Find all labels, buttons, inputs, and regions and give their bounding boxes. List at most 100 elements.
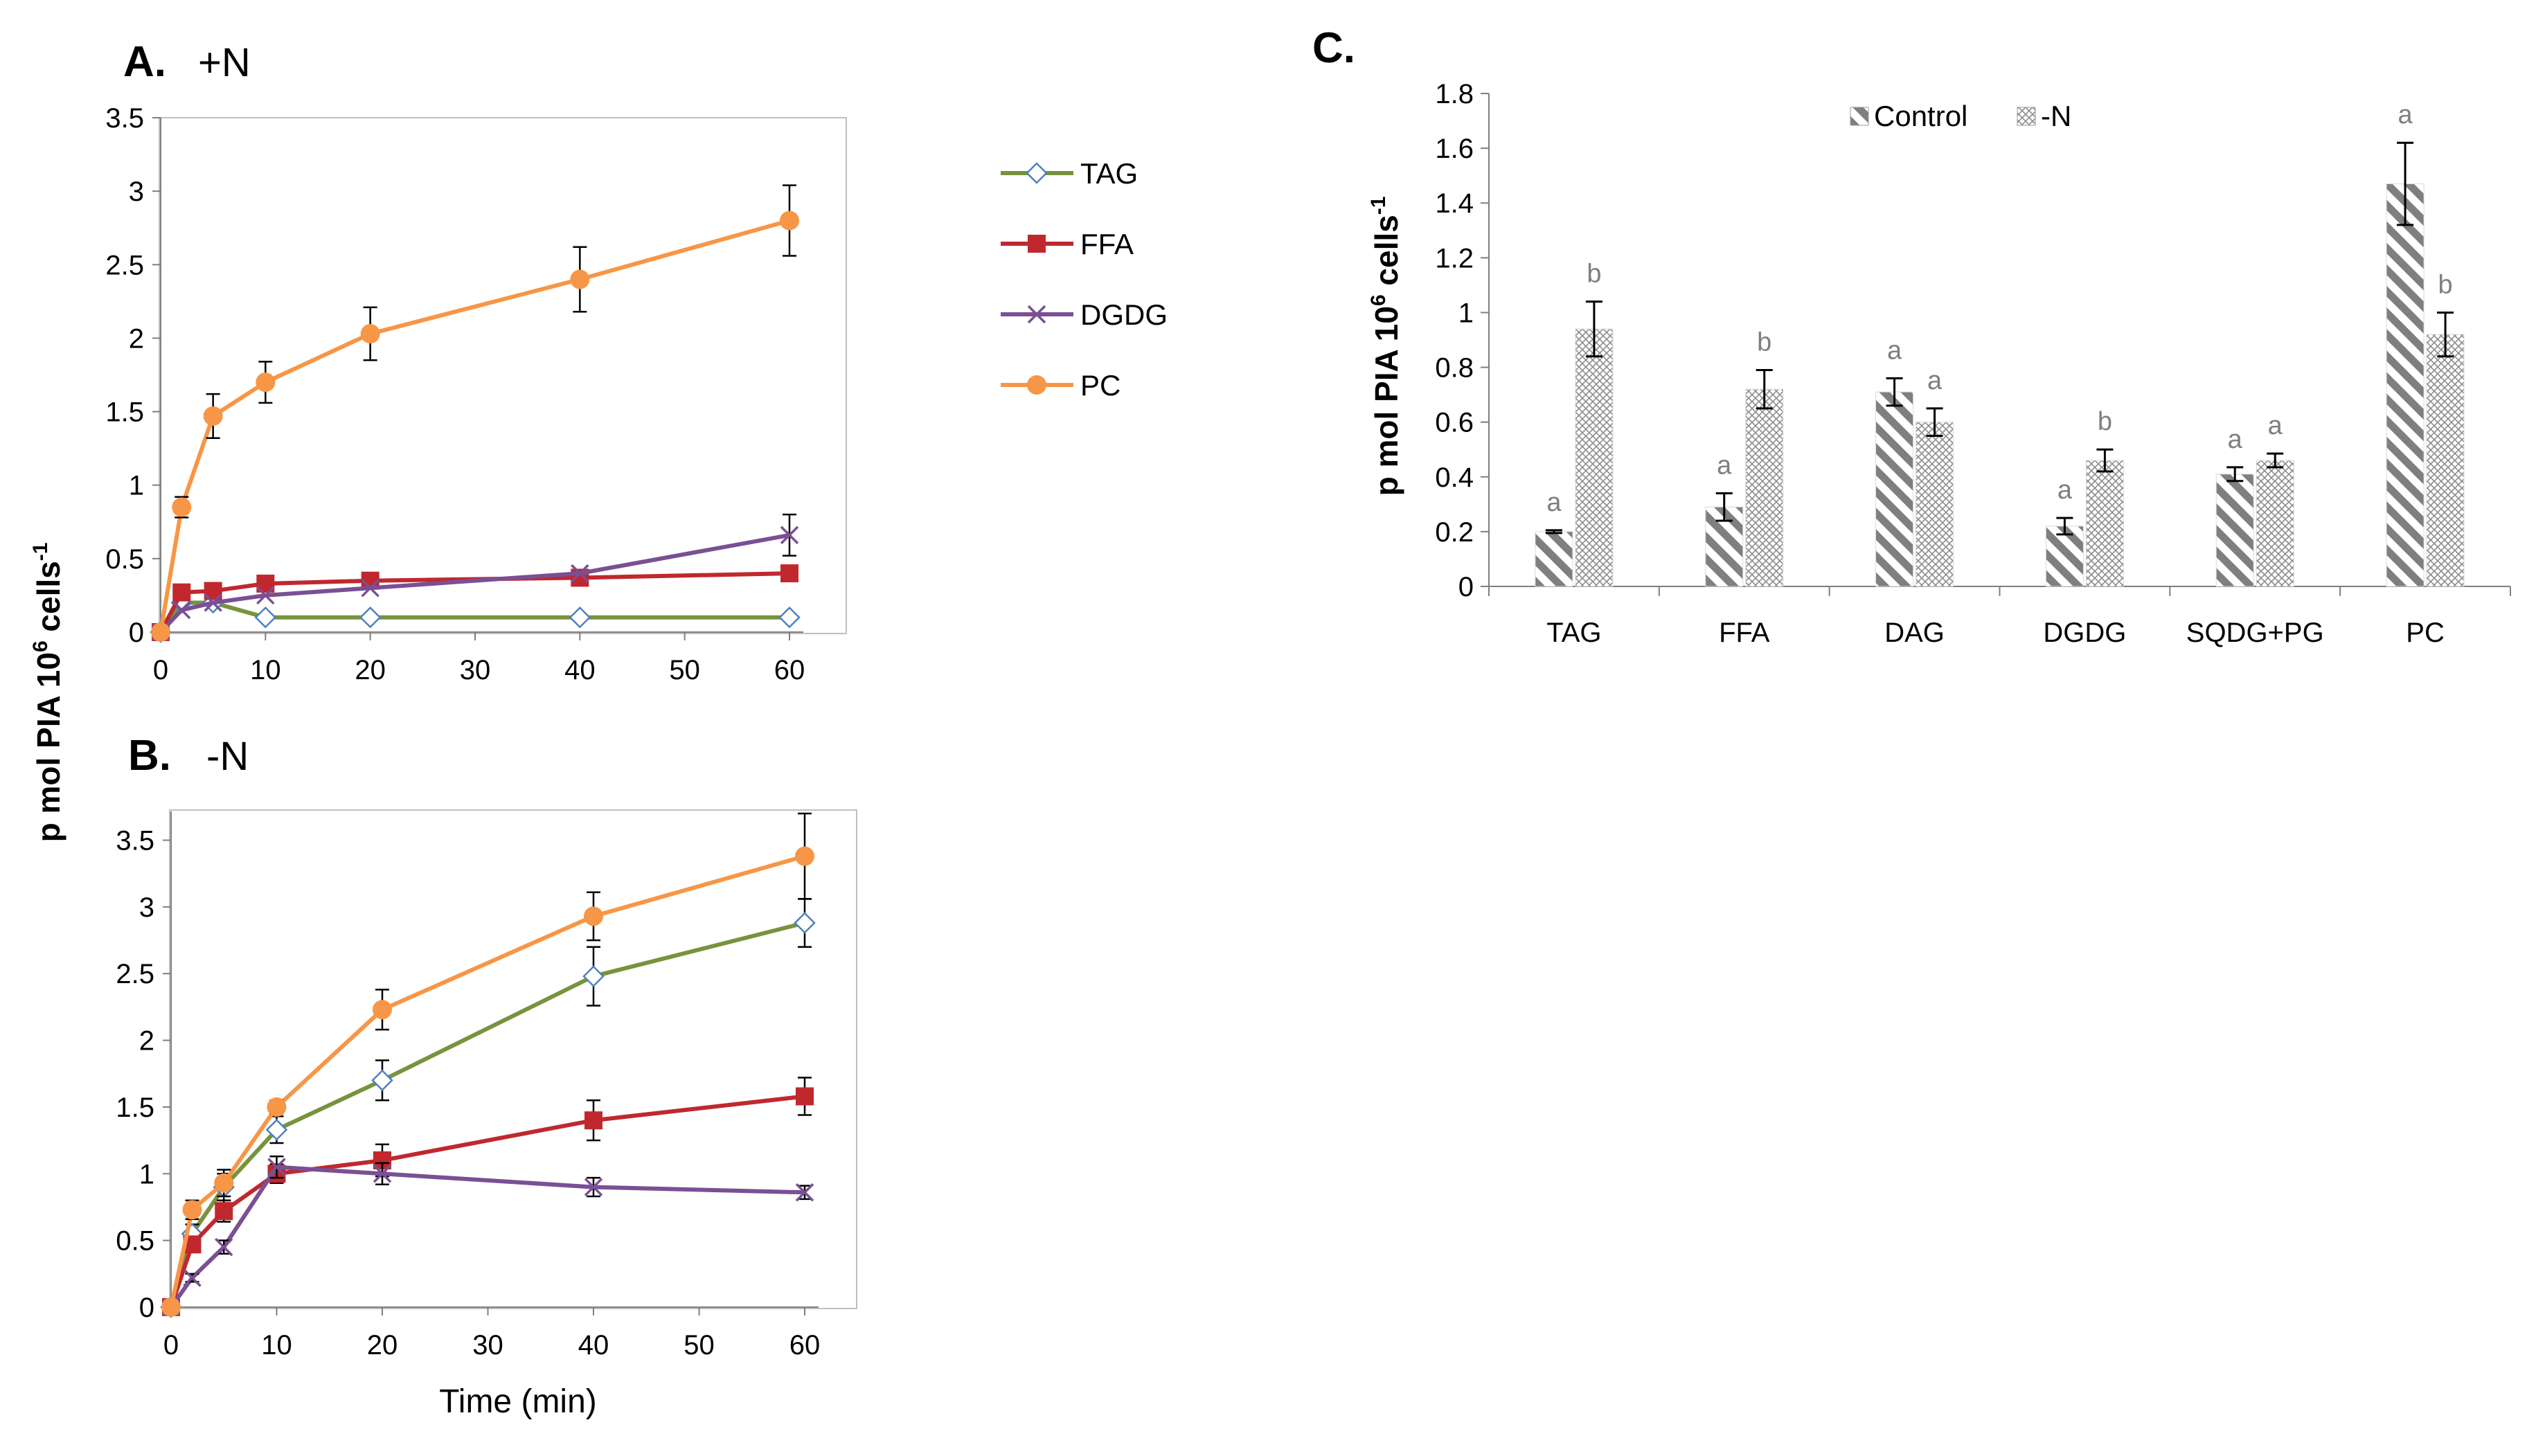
pc-point [182, 1200, 202, 1220]
panel-b-axes: 0 0.5 1 1.5 2 2.5 3 3.5 0 10 20 30 40 50 60 [116, 811, 820, 1360]
panel-b-letter: B. [128, 732, 171, 780]
tag-point [265, 1118, 288, 1141]
panel-a-x-tick-label: 0 [153, 655, 168, 685]
significance-letter: a [1717, 451, 1732, 480]
dgdg-point [215, 1238, 233, 1257]
bar-control [1875, 391, 1914, 587]
tag-point [359, 606, 382, 629]
legend-label: TAG [1080, 157, 1138, 190]
bar-error-bar [2397, 141, 2414, 226]
panel-c-category-label: DGDG [2043, 618, 2126, 648]
panel-c-y-tick-label: 1.6 [1435, 134, 1474, 164]
series-pc-line [169, 854, 805, 1308]
bar-minus-n [2426, 334, 2465, 587]
panel-a-letter: A. [123, 38, 166, 86]
dgdg-point [795, 1183, 814, 1202]
bar-error-bar [2096, 448, 2114, 473]
significance-letter: a [2057, 476, 2073, 505]
dgdg-point [172, 600, 191, 620]
series-dgdg [151, 513, 799, 642]
bar-n-sqdg-pg: a [2256, 411, 2294, 587]
legend-swatch-marker [1026, 162, 1048, 184]
pc-point [151, 622, 170, 642]
bar-control-tag: a [1535, 488, 1573, 587]
panel-b-x-tick-label: 0 [163, 1330, 179, 1360]
panel-a-x-tick-label: 30 [460, 655, 491, 685]
panel-b-y-tick-label: 0 [139, 1293, 154, 1323]
panel-b-y-tick-label: 2 [139, 1026, 154, 1057]
legend-swatch-marker [1027, 305, 1046, 324]
significance-letter: a [2228, 425, 2243, 454]
pc-point [795, 846, 814, 866]
panel-b-y-tick-label: 0.5 [116, 1226, 154, 1257]
series-dgdg-line [169, 1165, 805, 1309]
dgdg-point [780, 525, 799, 545]
panel-c-category-label: PC [2406, 618, 2445, 648]
dgdg-point [571, 564, 589, 583]
panel-c-category-label: DAG [1884, 618, 1945, 648]
panel-c-y-tick-label: 1 [1458, 298, 1474, 328]
bar-n-dgdg: b [2085, 407, 2124, 587]
panel-c-y-tick-label: 1.8 [1435, 79, 1474, 109]
bar-control [2045, 525, 2084, 587]
significance-letter: a [2398, 100, 2413, 129]
bar-n-ffa: b [1745, 328, 1784, 587]
bar-minus-n [1745, 388, 1784, 587]
panel-a-x-tick-label: 20 [355, 655, 386, 685]
chart-panel-c: C. p mol PIA 106 cells-1 0 0.2 0.4 0.6 0.8 1 1… [1312, 24, 2511, 648]
panel-a-y-tick-label: 1.5 [105, 397, 144, 428]
legend-item-pc: PC [1001, 369, 1120, 402]
panel-a-x-tick-label: 40 [564, 655, 596, 685]
legend-label: Control [1874, 100, 1967, 132]
series-pc [151, 184, 799, 642]
tag-point [582, 965, 605, 987]
ffa-point [172, 583, 191, 602]
dgdg-point [256, 586, 275, 605]
bar-minus-n [2256, 460, 2294, 587]
panel-a-y-tick-label: 2.5 [105, 250, 144, 280]
bar-n-tag: b [1575, 260, 1614, 587]
panel-b-condition: -N [206, 734, 249, 779]
significance-letter: a [2268, 411, 2283, 440]
bar-error-bar [1715, 492, 1733, 522]
panel-b-frame [169, 809, 857, 1309]
legend-item-tag: TAG [1001, 157, 1138, 190]
series-ffa [152, 564, 798, 641]
chart-panel-a: A. +N 0 0.5 1 1.5 2 2.5 3 3.5 0 10 20 30 40 50 60 [105, 38, 847, 685]
panel-a-x-tick-label: 60 [774, 655, 805, 685]
pc-point [172, 497, 192, 517]
bar-n-pc: b [2426, 270, 2465, 587]
dgdg-point [267, 1158, 286, 1176]
bar-n-dag: a [1916, 366, 1954, 587]
bar-minus-n [1916, 422, 1954, 587]
bar-error-bar [1926, 407, 1943, 437]
ffa-point [215, 1202, 233, 1221]
panel-b-x-tick-label: 40 [578, 1330, 609, 1360]
bar-legend: Control -N [1850, 100, 2071, 132]
panel-c-y-tick-label: 0 [1458, 572, 1474, 602]
panel-c-axes: 0 0.2 0.4 0.6 0.8 1 1.2 1.4 1.6 1.8 TAG FFA DAG DGDG S… [1435, 79, 2511, 648]
panel-b-x-tick-label: 60 [789, 1330, 821, 1360]
panel-c-y-tick-label: 0.2 [1435, 517, 1474, 548]
bar-control-dgdg: a [2045, 476, 2084, 587]
panel-a-y-tick-label: 0 [129, 618, 144, 648]
pc-point [373, 1000, 392, 1020]
bar-control-ffa: a [1705, 451, 1744, 587]
dgdg-point [204, 593, 222, 612]
significance-letter: a [1887, 336, 1902, 365]
legend-item-n: -N [2017, 100, 2071, 132]
bar-minus-n [1575, 328, 1614, 587]
significance-letter: b [2438, 270, 2453, 299]
bar-error-bar [2437, 311, 2454, 358]
panel-a-axes: 0 0.5 1 1.5 2 2.5 3 3.5 0 10 20 30 40 50 60 [105, 103, 805, 685]
bar-error-bar [1756, 369, 1773, 410]
ffa-point [584, 1111, 602, 1130]
tag-point [254, 606, 277, 629]
panel-b-x-tick-label: 30 [472, 1330, 503, 1360]
tag-point [371, 1069, 393, 1092]
panel-b-x-tick-label: 50 [684, 1330, 715, 1360]
chart-panel-b: B. -N Time (min) 0 0.5 1 1.5 2 2.5 3 3.5 0 10 20 30… [116, 732, 857, 1420]
ffa-point [780, 564, 798, 583]
series-pc-line [159, 218, 790, 633]
panel-b-x-tick-label: 10 [261, 1330, 292, 1360]
